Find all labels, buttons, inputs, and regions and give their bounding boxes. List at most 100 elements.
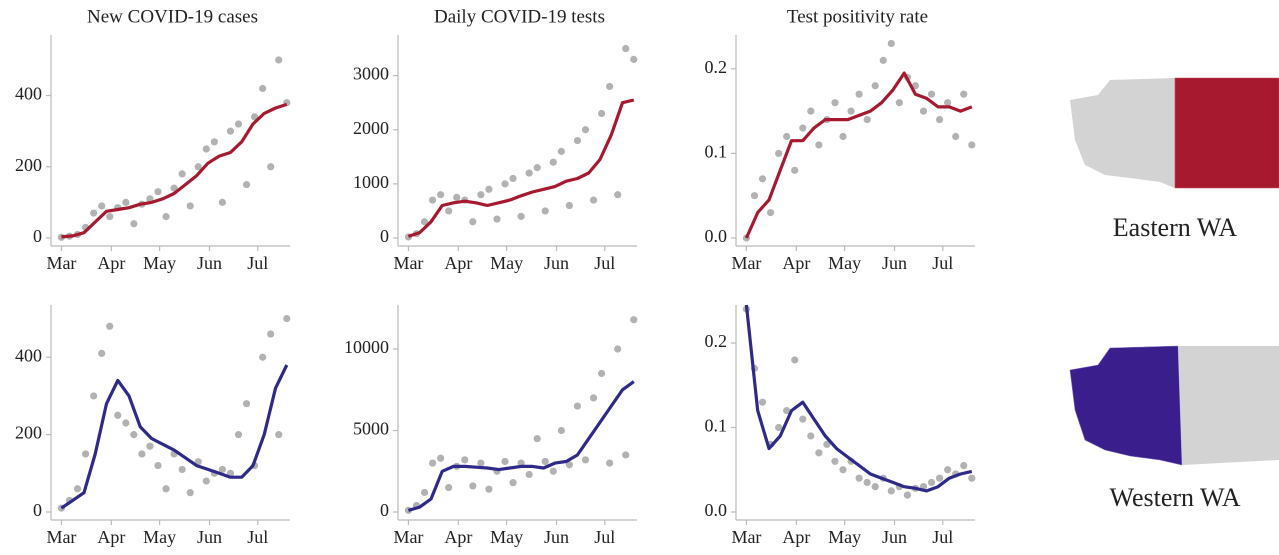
map-region: [1174, 77, 1279, 189]
y-tick-label: 0.2: [705, 57, 728, 77]
data-point: [170, 184, 178, 192]
data-point: [887, 39, 895, 48]
y-tick-label: 0: [380, 226, 389, 246]
data-point: [98, 202, 106, 210]
data-point: [871, 82, 879, 90]
data-point: [234, 120, 243, 128]
east-map: Eastern WA: [1070, 77, 1279, 242]
data-point: [509, 479, 517, 487]
data-point: [146, 195, 154, 203]
y-tick-label: 0.0: [705, 226, 728, 246]
y-tick-label: 0.0: [705, 500, 728, 520]
data-point: [606, 459, 614, 467]
data-point: [960, 461, 968, 470]
trend-line: [744, 71, 973, 239]
data-point: [927, 90, 936, 98]
x-tick-label: Jun: [197, 527, 222, 547]
panel: New COVID-19 cases 0 200 400 Mar Apr May Jun Jul: [15, 6, 291, 273]
x-tick-label: Jul: [594, 253, 615, 273]
data-point: [485, 485, 493, 493]
panel-title: New COVID-19 cases: [87, 6, 258, 27]
data-point: [210, 138, 218, 146]
data-point: [831, 99, 839, 107]
y-tick-label: 0: [380, 500, 389, 520]
data-point: [501, 180, 509, 188]
x-tick-label: Jun: [882, 253, 907, 273]
data-point: [791, 356, 799, 364]
data-point: [541, 457, 549, 466]
data-point: [194, 458, 202, 466]
data-point: [766, 209, 775, 217]
data-point: [162, 485, 170, 493]
panel-title: Test positivity rate: [787, 6, 928, 27]
data-point: [903, 491, 911, 499]
data-point: [154, 188, 162, 196]
data-point: [622, 44, 630, 53]
data-point: [122, 419, 130, 427]
x-tick-label: Mar: [393, 253, 423, 273]
data-point: [218, 465, 226, 474]
x-tick-label: Apr: [444, 253, 472, 273]
data-point: [202, 145, 210, 153]
data-point: [630, 316, 638, 324]
data-point: [775, 423, 783, 432]
panel-title: Daily COVID-19 tests: [434, 6, 605, 27]
data-point: [960, 90, 968, 98]
data-point: [275, 431, 283, 439]
data-point: [968, 474, 976, 482]
y-tick-label: 0.2: [705, 331, 728, 351]
data-point: [267, 330, 275, 338]
data-point: [944, 466, 952, 474]
trend-line: [407, 380, 635, 512]
data-point: [485, 185, 493, 193]
data-point: [573, 402, 582, 410]
data-point: [750, 192, 759, 200]
panel: Test positivity rate 0.0 0.1 0.2 Mar Apr May Ju…: [705, 6, 976, 273]
data-point: [549, 467, 557, 475]
y-tick-label: 0.1: [705, 416, 728, 436]
map-label: Western WA: [1109, 483, 1240, 512]
data-point: [799, 124, 807, 132]
data-point: [242, 180, 251, 189]
x-tick-label: May: [490, 527, 523, 547]
data-point: [863, 115, 871, 124]
data-point: [622, 451, 630, 459]
data-point: [783, 132, 791, 141]
data-point: [275, 56, 283, 64]
map-region: [1178, 346, 1279, 465]
data-point: [839, 132, 847, 141]
data-point: [775, 149, 783, 158]
x-tick-label: Mar: [46, 253, 76, 273]
data-point: [581, 126, 590, 134]
x-tick-label: Jul: [932, 253, 953, 273]
x-tick-label: Mar: [393, 527, 423, 547]
map-label: Eastern WA: [1113, 213, 1238, 242]
data-point: [879, 56, 887, 64]
data-point: [461, 456, 469, 464]
panel: Daily COVID-19 tests 0 1000 2000 3000 Mar Apr M…: [353, 6, 638, 273]
data-point: [944, 99, 952, 107]
data-point: [146, 442, 154, 450]
data-point: [831, 457, 839, 465]
data-point: [114, 411, 122, 419]
data-point: [952, 132, 960, 141]
data-point: [509, 174, 517, 183]
data-point: [525, 470, 533, 479]
x-tick-label: May: [143, 527, 176, 547]
data-point: [437, 191, 445, 199]
data-point: [606, 82, 614, 91]
x-tick-label: Apr: [444, 527, 472, 547]
y-tick-label: 10000: [344, 337, 389, 357]
data-point: [823, 440, 831, 449]
x-tick-label: Jun: [544, 253, 569, 273]
x-tick-label: Jul: [932, 527, 953, 547]
data-point: [799, 415, 807, 423]
data-point: [428, 196, 437, 204]
data-point: [242, 400, 251, 408]
data-point: [194, 163, 202, 171]
data-point: [98, 349, 106, 357]
trend-line: [60, 364, 289, 510]
data-point: [758, 398, 767, 406]
panel: 0.0 0.1 0.2 Mar Apr May Jun Jul: [705, 304, 976, 547]
